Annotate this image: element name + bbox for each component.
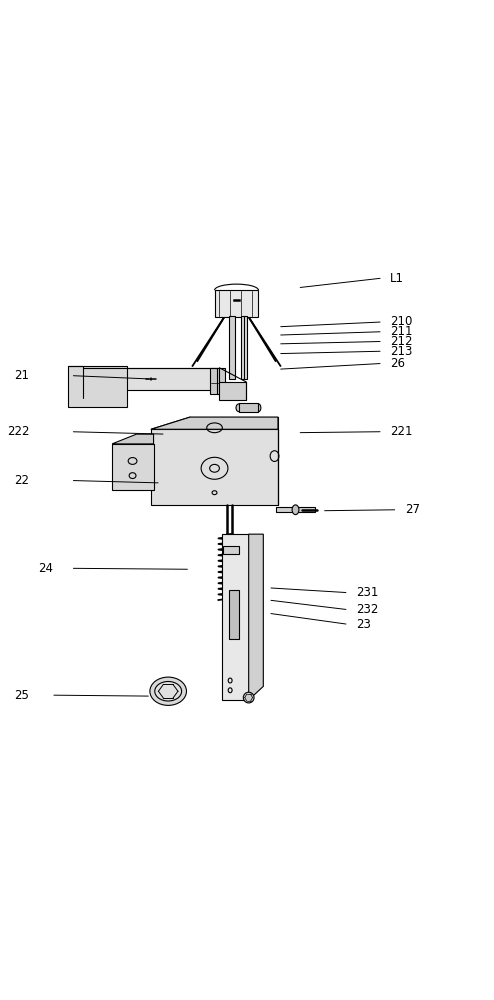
Bar bbox=[229, 316, 235, 379]
Bar bbox=[222, 534, 248, 700]
Bar bbox=[151, 429, 278, 505]
Text: 210: 210 bbox=[390, 315, 412, 328]
Text: 24: 24 bbox=[39, 562, 53, 575]
Text: 213: 213 bbox=[390, 345, 412, 358]
Text: 22: 22 bbox=[14, 474, 29, 487]
Bar bbox=[214, 290, 258, 317]
Text: 27: 27 bbox=[405, 503, 420, 516]
Ellipse shape bbox=[256, 404, 261, 412]
Bar bbox=[223, 546, 239, 554]
Text: 232: 232 bbox=[356, 603, 378, 616]
Bar bbox=[219, 382, 246, 400]
Ellipse shape bbox=[292, 505, 299, 515]
Text: L1: L1 bbox=[390, 272, 404, 285]
Polygon shape bbox=[112, 434, 154, 444]
Text: 212: 212 bbox=[390, 335, 412, 348]
Bar bbox=[276, 507, 315, 512]
Polygon shape bbox=[248, 534, 263, 700]
Text: 23: 23 bbox=[356, 618, 371, 631]
Ellipse shape bbox=[236, 404, 242, 412]
Text: 21: 21 bbox=[14, 369, 29, 382]
Polygon shape bbox=[151, 417, 278, 429]
Bar bbox=[68, 366, 127, 407]
Text: 221: 221 bbox=[390, 425, 412, 438]
Bar bbox=[83, 368, 219, 390]
Bar bbox=[229, 590, 239, 639]
Ellipse shape bbox=[150, 677, 186, 705]
Bar bbox=[209, 368, 225, 394]
Text: 211: 211 bbox=[390, 325, 412, 338]
Bar bbox=[242, 316, 247, 379]
Ellipse shape bbox=[155, 681, 182, 701]
Ellipse shape bbox=[244, 692, 254, 703]
Text: 231: 231 bbox=[356, 586, 378, 599]
Text: 222: 222 bbox=[6, 425, 29, 438]
Text: 25: 25 bbox=[14, 689, 29, 702]
Text: 26: 26 bbox=[390, 357, 405, 370]
Bar bbox=[239, 403, 258, 412]
Bar bbox=[112, 444, 154, 490]
